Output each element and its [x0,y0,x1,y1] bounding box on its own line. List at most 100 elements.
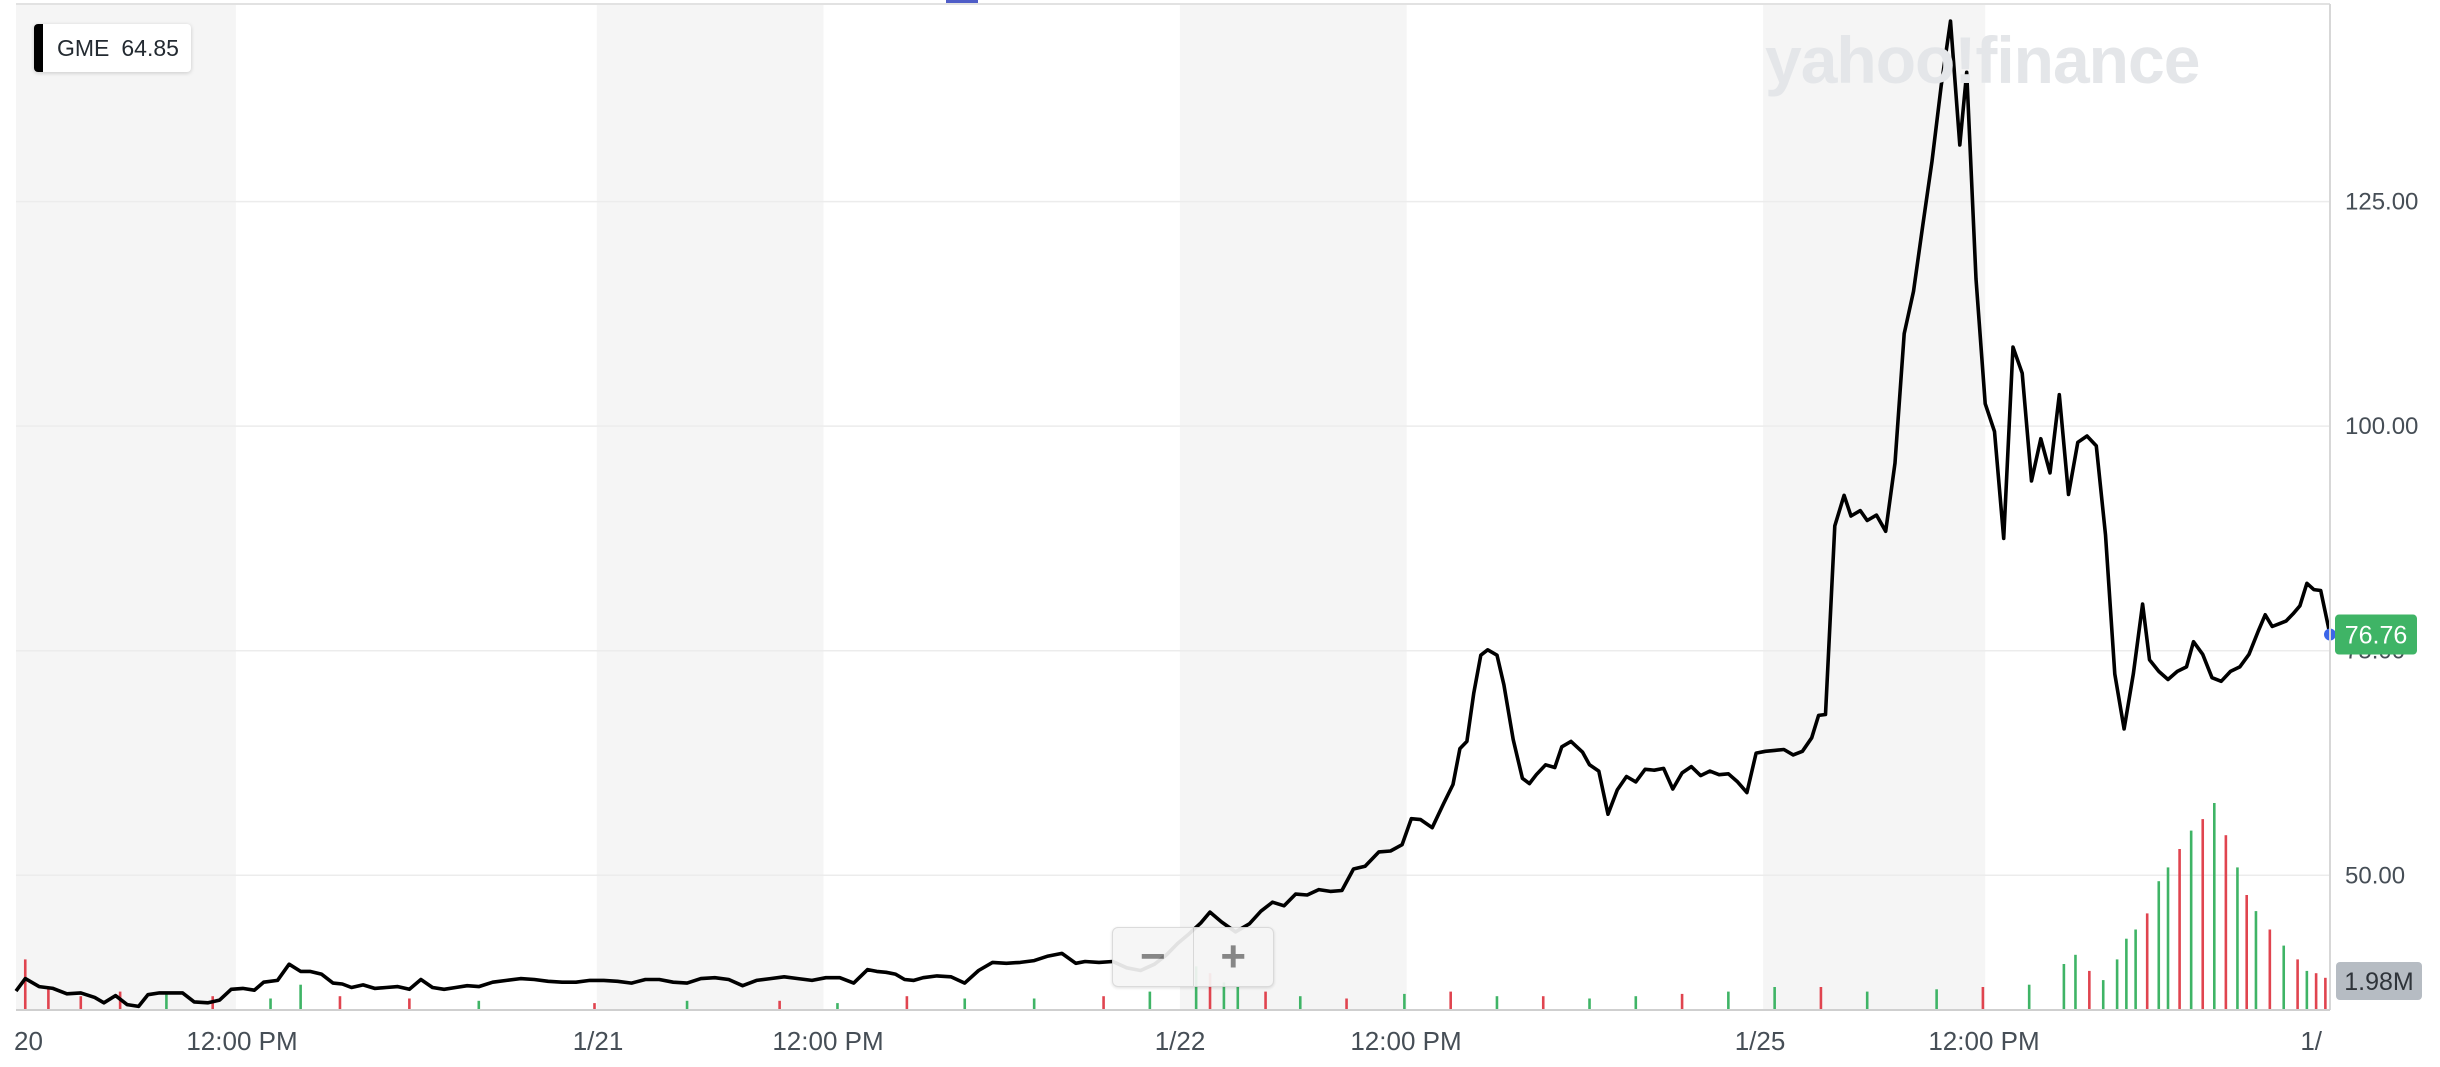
volume-bar [269,998,272,1010]
volume-bar [1935,989,1938,1010]
legend-value: 64.85 [121,34,179,61]
x-tick-label: 12:00 PM [1928,1026,2039,1056]
last-price-label: 76.76 [2345,622,2408,650]
volume-bar [1222,982,1226,1010]
volume-bar [165,993,168,1010]
volume-label: 1.98M [2344,968,2413,996]
volume-bar [1102,996,1105,1010]
y-tick-label: 125.00 [2345,189,2418,216]
series-color-swatch [34,24,43,72]
volume-bar [338,996,342,1010]
volume-bar [2027,984,2031,1010]
volume-bar [963,998,967,1010]
volume-bar [1981,987,1985,1010]
volume-bar [2268,929,2272,1010]
volume-bar [1298,996,1302,1010]
y-tick-label: 100.00 [2345,413,2418,440]
volume-bar [1194,966,1198,1010]
volume-bar [2282,945,2286,1010]
volume-bar [1148,991,1152,1010]
volume-bar [1819,987,1823,1010]
volume-bar [23,959,27,1010]
volume-bar [79,996,83,1010]
volume-bar [1541,996,1545,1010]
legend-symbol: GME [57,34,110,61]
x-tick-label: 1/ [2300,1026,2322,1056]
session-bands [16,0,1986,1010]
volume-bar [685,1000,689,1010]
volume-bar [1264,991,1267,1010]
zoom-in-button[interactable]: + [1192,928,1274,986]
x-tick-label: 1/21 [573,1026,624,1056]
volume-bar [2236,867,2239,1010]
volume-bar [2074,954,2077,1010]
volume-bars [23,803,2327,1010]
volume-bar [1032,998,1036,1010]
zoom-control[interactable]: − + [1112,927,1274,987]
volume-bar [2166,867,2170,1010]
x-tick-label: 12:00 PM [772,1026,883,1056]
volume-bar [2324,977,2327,1010]
volume-bar [2178,849,2181,1010]
volume-bar [1773,987,1776,1010]
price-line-layer [14,19,2336,1009]
y-tick-label: 50.00 [2345,862,2405,889]
volume-bar [2145,913,2149,1010]
volume-bar [2305,970,2309,1010]
volume-badge [2336,962,2422,1000]
range-marker [946,0,978,4]
x-tick-label: 12:00 PM [186,1026,297,1056]
volume-bar [2115,959,2119,1010]
shaded-band [1179,4,1407,1010]
volume-bar [2213,803,2216,1010]
volume-bar [1403,993,1406,1010]
volume-bar [1208,973,1212,1010]
volume-bar [1588,998,1591,1010]
x-tick-label: 20 [14,1026,43,1056]
volume-bar [778,1000,781,1010]
volume-bar [1236,987,1240,1010]
volume-bar [836,1003,839,1010]
volume-bar [2245,895,2248,1010]
volume-bar [47,987,50,1010]
volume-bar [2062,964,2066,1010]
x-tick-label: 12:00 PM [1350,1026,1461,1056]
x-tick-label: 1/22 [1155,1026,1206,1056]
volume-bar [2088,970,2091,1010]
volume-bar [1345,998,1348,1010]
x-tick-label: 1/25 [1735,1026,1786,1056]
volume-bar [2125,938,2128,1010]
shaded-band [596,4,824,1010]
zoom-out-button[interactable]: − [1139,932,1166,981]
yahoo-finance-watermark: yahoo!finance [1765,23,2200,97]
shaded-band [1763,4,1986,1010]
volume-bar [2157,881,2161,1010]
volume-bar [1495,996,1499,1010]
volume-bar [477,1000,481,1010]
gridlines [16,3,2330,877]
volume-bar [2101,980,2105,1010]
volume-bar [1634,996,1638,1010]
series-legend[interactable]: GME 64.85 [34,24,191,72]
volume-bar [2314,973,2318,1010]
volume-bar [2224,835,2228,1010]
volume-bar [2254,911,2258,1010]
price-line [14,19,2332,1009]
volume-bar [2134,929,2137,1010]
volume-bar [2201,819,2205,1010]
volume-bar [1727,991,1730,1010]
volume-bar [905,996,909,1010]
volume-bar [408,998,411,1010]
volume-bar [1865,991,1869,1010]
last-price-badge [2335,614,2417,655]
volume-bar [593,1003,596,1010]
shaded-band [16,4,236,1010]
volume-bar [299,984,302,1010]
volume-bar [1449,991,1452,1010]
volume-bar [2189,830,2193,1010]
volume-bar [2296,959,2299,1010]
volume-bar [1680,993,1684,1010]
